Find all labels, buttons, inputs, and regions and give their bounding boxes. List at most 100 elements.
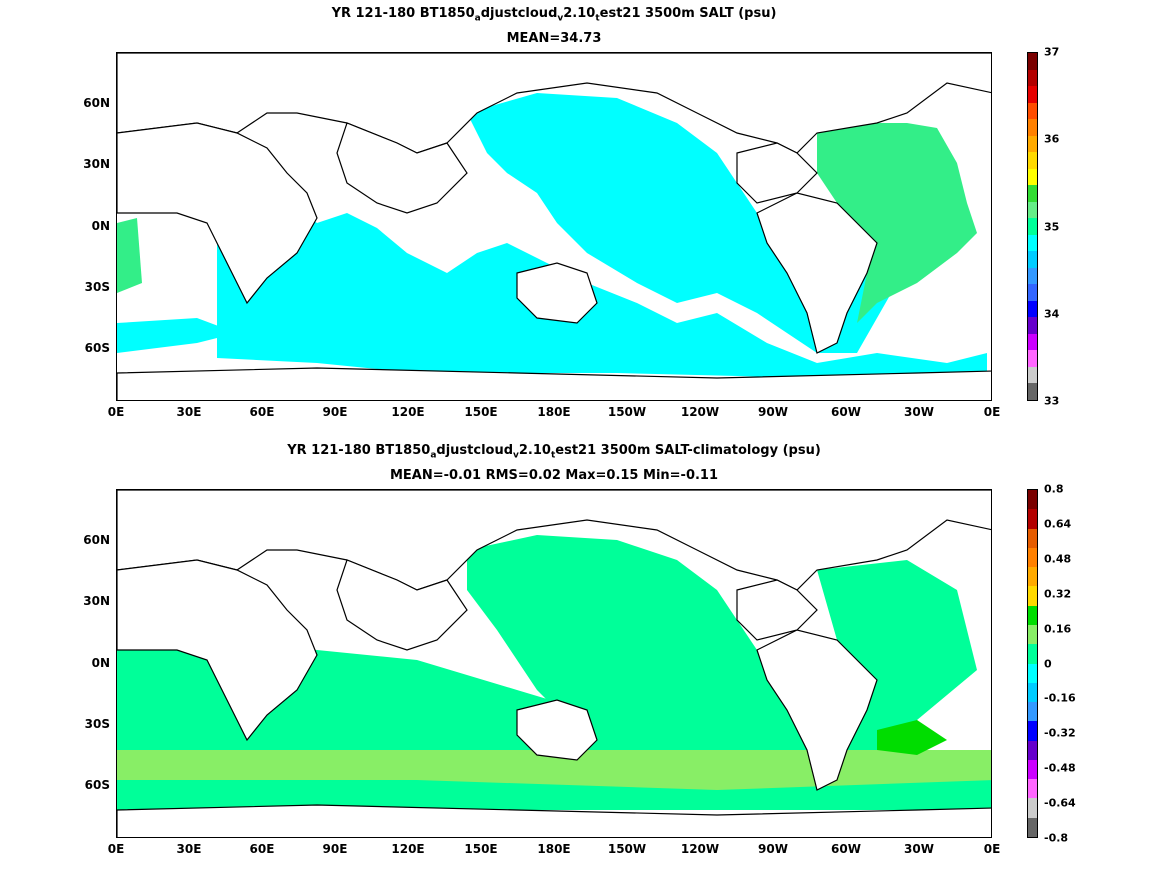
bottom-x-tick: 150W: [607, 842, 647, 856]
top-colorbar-segment: [1028, 333, 1037, 351]
top-colorbar-segment: [1028, 267, 1037, 285]
top-colorbar-segment: [1028, 185, 1037, 203]
bottom-colorbar-label: 0.8: [1044, 482, 1064, 496]
bottom-colorbar-label: -0.8: [1044, 831, 1069, 845]
top-colorbar-segment: [1028, 366, 1037, 384]
bottom-y-tick: 60S: [84, 777, 110, 792]
top-x-tick: 0E: [983, 405, 1001, 419]
top-x-tick: 150W: [607, 405, 647, 419]
bottom-colorbar-segment: [1028, 528, 1037, 549]
bottom-x-tick: 120W: [680, 842, 720, 856]
top-colorbar-segment: [1028, 53, 1037, 71]
bottom-colorbar-segment: [1028, 798, 1037, 819]
top-x-tick: 60E: [249, 405, 275, 419]
bottom-colorbar-segment: [1028, 682, 1037, 703]
top-y-tick: 60S: [84, 340, 110, 355]
top-continents: [117, 53, 991, 400]
bottom-colorbar-segment: [1028, 759, 1037, 780]
bottom-x-tick: 180E: [537, 842, 571, 856]
bottom-map-panel: [116, 489, 992, 838]
bottom-colorbar-segment: [1028, 702, 1037, 722]
top-colorbar-label: 35: [1044, 220, 1060, 233]
top-y-tick: 30S: [84, 279, 110, 294]
bottom-colorbar-segment: [1028, 509, 1037, 530]
top-x-tick: 120W: [680, 405, 720, 419]
bottom-map-subtitle: MEAN=-0.01 RMS=0.02 Max=0.15 Min=-0.11: [389, 468, 719, 483]
top-colorbar-segment: [1028, 119, 1037, 137]
bottom-colorbar-label: -0.48: [1044, 761, 1076, 775]
top-x-tick: 180E: [537, 405, 571, 419]
top-colorbar-label: 34: [1044, 307, 1060, 321]
top-map-panel: [116, 52, 992, 401]
top-colorbar-segment: [1028, 135, 1037, 153]
top-colorbar-segment: [1028, 251, 1037, 269]
bottom-colorbar-segment: [1028, 605, 1037, 626]
top-colorbar-segment: [1028, 201, 1037, 219]
bottom-colorbar-segment: [1028, 586, 1037, 607]
top-y-tick: 0N: [91, 218, 110, 233]
bottom-colorbar-segment: [1028, 721, 1037, 742]
bottom-colorbar-label: 0.64: [1044, 517, 1072, 531]
bottom-colorbar-label: -0.32: [1044, 726, 1076, 740]
bottom-anomaly-field: [117, 490, 991, 837]
bottom-x-tick: 0E: [983, 842, 1001, 856]
bottom-x-tick: 30W: [904, 842, 934, 856]
bottom-colorbar-label: 0: [1044, 657, 1052, 670]
bottom-continents: [117, 490, 991, 837]
top-colorbar-segment: [1028, 69, 1037, 87]
top-y-tick: 30N: [83, 157, 110, 172]
bottom-x-tick: 90E: [322, 842, 348, 856]
top-colorbar-segment: [1028, 284, 1037, 302]
bottom-y-tick: 30S: [84, 716, 110, 731]
bottom-x-tick: 90W: [758, 842, 788, 856]
top-salinity-field: [117, 53, 991, 400]
bottom-x-tick: 60E: [249, 842, 275, 856]
top-colorbar: [1027, 52, 1038, 401]
top-x-tick: 0E: [107, 405, 125, 419]
bottom-colorbar-label: -0.64: [1044, 796, 1076, 810]
bottom-colorbar: [1027, 489, 1038, 838]
top-colorbar-segment: [1028, 317, 1037, 335]
top-x-tick: 90E: [322, 405, 348, 419]
top-x-tick: 30E: [176, 405, 202, 419]
top-colorbar-segment: [1028, 86, 1037, 104]
top-map-title: YR 121-180 BT1850adjustcloudv2.10test21 …: [331, 6, 777, 24]
top-y-tick: 60N: [83, 96, 110, 111]
bottom-x-tick: 150E: [464, 842, 498, 856]
top-colorbar-segment: [1028, 234, 1037, 252]
bottom-colorbar-label: 0.16: [1044, 622, 1072, 636]
top-map-plot: [117, 53, 991, 400]
top-colorbar-segment: [1028, 300, 1037, 318]
top-colorbar-label: 37: [1044, 45, 1060, 59]
bottom-colorbar-label: -0.16: [1044, 691, 1076, 705]
bottom-y-tick: 30N: [83, 594, 110, 609]
bottom-map-plot: [117, 490, 991, 837]
bottom-colorbar-segment: [1028, 567, 1037, 587]
top-x-tick: 60W: [831, 405, 861, 419]
bottom-colorbar-label: 0.32: [1044, 587, 1072, 601]
top-x-tick: 150E: [464, 405, 498, 419]
bottom-colorbar-segment: [1028, 740, 1037, 761]
top-x-tick: 30W: [904, 405, 934, 419]
bottom-y-tick: 60N: [83, 533, 110, 548]
bottom-colorbar-segment: [1028, 817, 1037, 838]
top-colorbar-segment: [1028, 102, 1037, 120]
top-colorbar-segment: [1028, 152, 1037, 170]
bottom-colorbar-segment: [1028, 547, 1037, 568]
bottom-colorbar-segment: [1028, 644, 1037, 664]
top-colorbar-segment: [1028, 383, 1037, 401]
top-colorbar-segment: [1028, 350, 1037, 368]
bottom-x-tick: 120E: [391, 842, 425, 856]
bottom-x-tick: 60W: [831, 842, 861, 856]
top-colorbar-segment: [1028, 218, 1037, 236]
bottom-x-tick: 30E: [176, 842, 202, 856]
bottom-map-title: YR 121-180 BT1850adjustcloudv2.10test21 …: [287, 443, 821, 461]
top-x-tick: 120E: [391, 405, 425, 419]
top-colorbar-label: 33: [1044, 394, 1060, 408]
top-colorbar-segment: [1028, 168, 1037, 186]
top-colorbar-label: 36: [1044, 132, 1060, 146]
bottom-colorbar-segment: [1028, 663, 1037, 684]
bottom-colorbar-segment: [1028, 490, 1037, 510]
top-map-subtitle: MEAN=34.73: [506, 31, 602, 46]
bottom-colorbar-segment: [1028, 624, 1037, 645]
